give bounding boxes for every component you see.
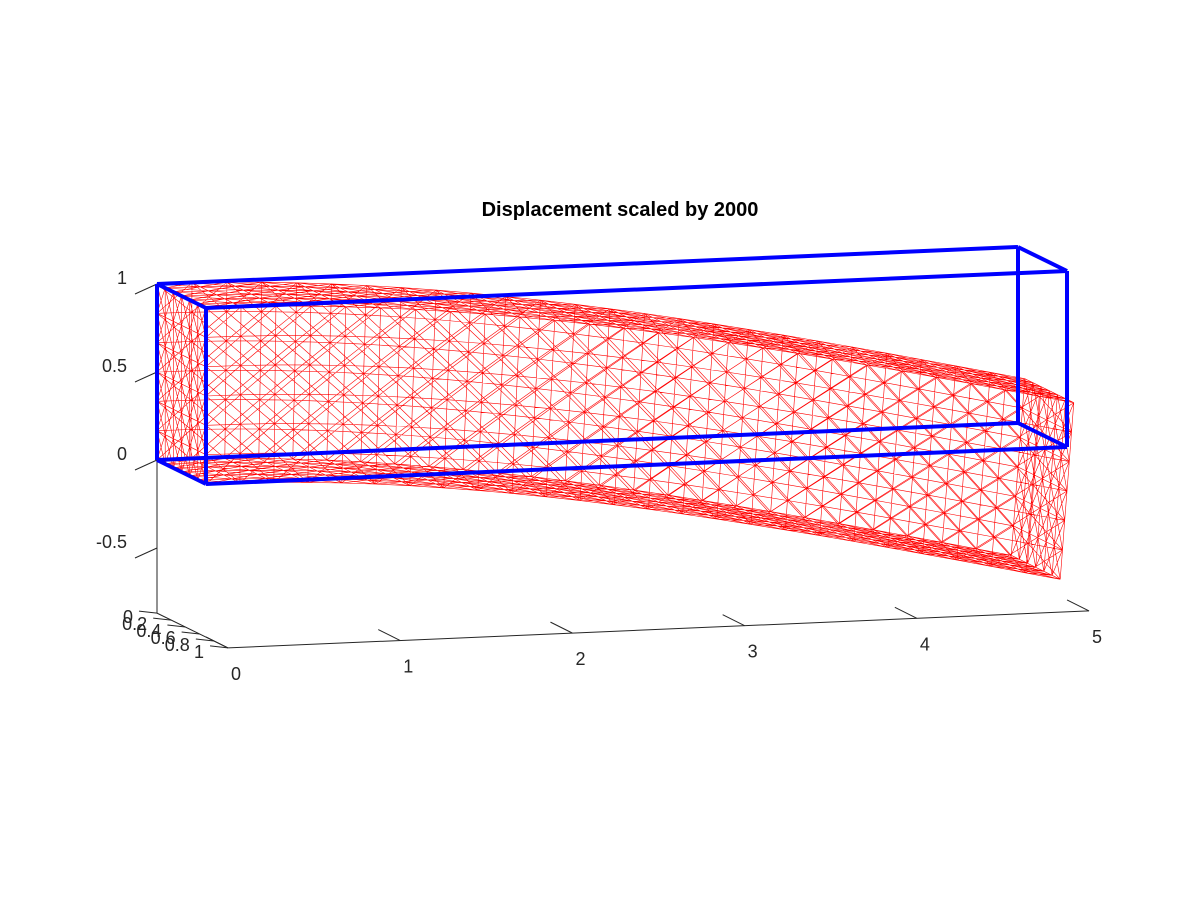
x-tick-label: 0: [231, 664, 241, 684]
x-tick: [378, 629, 401, 641]
x-tick: [722, 614, 745, 627]
box-edge: [156, 458, 207, 486]
deformed-mesh: [156, 281, 1075, 580]
y-tick: [138, 610, 158, 614]
x-tick-label: 4: [920, 634, 930, 654]
y-tick: [167, 624, 186, 628]
z-tick-label: 1: [117, 268, 127, 288]
undeformed-box: [155, 245, 1069, 486]
z-tick: [134, 547, 158, 559]
y-tick-label: 0.2: [122, 614, 147, 634]
x-tick-label: 2: [575, 649, 585, 669]
y-tick-label: 0: [123, 607, 133, 627]
x-tick: [894, 606, 918, 619]
z-tick-label: 0.5: [102, 356, 127, 376]
box-edge: [205, 269, 1068, 310]
z-tick-label: -0.5: [96, 532, 127, 552]
z-tick: [134, 371, 158, 383]
x-tick: [205, 636, 229, 649]
x-tick-label: 5: [1092, 627, 1102, 647]
z-tick: [134, 459, 158, 471]
y-tick: [181, 631, 200, 635]
box-edge: [156, 421, 1019, 462]
z-tick: [134, 283, 158, 295]
x-tick: [1066, 599, 1090, 612]
mesh-wireframe: [156, 281, 1075, 580]
box-edge: [1017, 245, 1068, 273]
x-axis-line: [228, 610, 1090, 649]
box-edge: [156, 245, 1019, 286]
x-tick-label: 1: [403, 657, 413, 677]
y-tick: [153, 617, 172, 621]
y-tick-label: 0.4: [136, 621, 161, 641]
box-edge: [156, 282, 207, 310]
y-tick: [209, 645, 229, 649]
y-tick-label: 0.8: [165, 635, 190, 655]
x-tick-label: 3: [748, 642, 758, 662]
y-tick-label: 0.6: [151, 628, 176, 648]
y-tick: [195, 638, 214, 642]
x-tick: [550, 621, 573, 634]
box-edge: [205, 445, 1068, 486]
y-tick-label: 1: [194, 642, 204, 662]
axes: [134, 283, 1090, 649]
chart-title: Displacement scaled by 2000: [482, 199, 759, 221]
box-edge: [1017, 421, 1068, 449]
z-tick-label: 0: [117, 444, 127, 464]
